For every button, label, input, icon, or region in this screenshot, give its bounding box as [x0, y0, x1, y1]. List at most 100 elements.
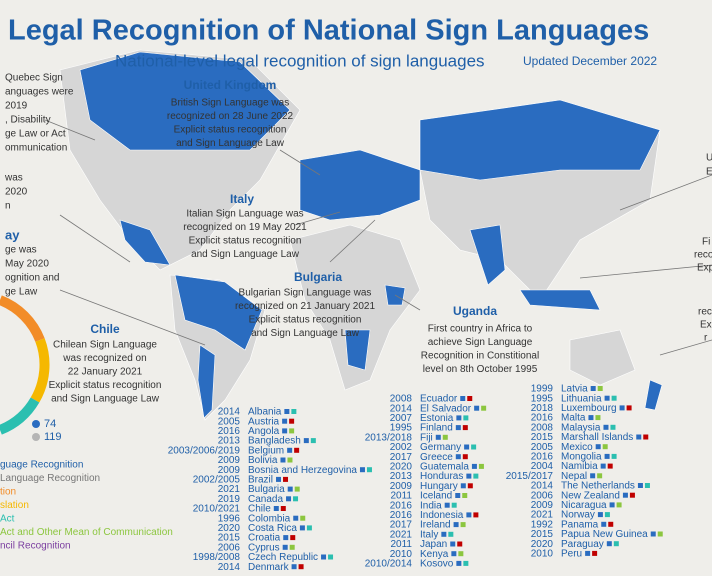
status-square	[448, 531, 454, 537]
country-year: 1999	[531, 384, 554, 395]
updated-note: Updated December 2022	[523, 54, 657, 68]
status-square	[450, 541, 456, 547]
country-name: Hungary	[420, 481, 458, 492]
status-square	[473, 473, 479, 479]
leader-line	[329, 219, 376, 263]
country-year: 2002/2005	[193, 475, 241, 486]
country-year: 2016	[390, 500, 413, 511]
country-year: 2011	[390, 491, 412, 502]
status-square	[458, 551, 464, 557]
status-square	[471, 444, 477, 450]
callout-text: Explicit status recognition	[49, 380, 162, 391]
country-name: Mexico	[561, 442, 593, 453]
status-square	[294, 486, 300, 492]
status-square	[441, 531, 447, 537]
callout-text: and Sign Language Law	[176, 138, 285, 149]
status-square	[321, 554, 327, 560]
country-year: 2006	[218, 542, 241, 553]
status-square	[606, 541, 612, 547]
status-square	[467, 396, 473, 401]
callout-text: and Sign Language Law	[51, 394, 160, 405]
leader-line	[279, 149, 321, 176]
country-year: 1998/2008	[193, 552, 241, 563]
cropped-text: ay	[5, 227, 20, 242]
country-name: New Zealand	[561, 490, 620, 501]
callout-text: was recognized on	[62, 353, 146, 364]
country-name: Paraguay	[561, 539, 604, 550]
status-square	[282, 418, 288, 424]
country-name: Belgium	[248, 445, 284, 456]
status-square	[283, 535, 289, 541]
status-square	[597, 386, 603, 391]
country-name: Japan	[420, 539, 447, 550]
country-year: 2013	[390, 471, 413, 482]
status-square	[298, 564, 304, 570]
leader-line	[659, 339, 712, 356]
status-square	[636, 434, 642, 440]
status-square	[280, 506, 286, 511]
country-name: Finland	[420, 423, 453, 434]
status-square	[602, 444, 608, 450]
status-square	[456, 415, 462, 421]
country-year: 2010/2014	[365, 559, 413, 570]
country-name: Angola	[248, 426, 280, 437]
callout-text: recognized on 21 January 2021	[235, 301, 376, 312]
status-square	[592, 550, 598, 556]
callout-text: Explicit status recognition	[189, 236, 302, 247]
country-name: Guatemala	[420, 462, 469, 473]
country-year: 2010	[390, 549, 413, 560]
country-year: 2007	[390, 413, 413, 424]
canada	[79, 51, 291, 151]
status-square	[455, 425, 461, 431]
callout-heading: Italy	[230, 192, 254, 206]
status-square	[290, 535, 296, 541]
new-zealand	[644, 379, 663, 411]
callout-text: Italian Sign Language was	[186, 209, 303, 220]
country-name: Kosovo	[420, 559, 454, 570]
leader-line	[294, 211, 341, 226]
country-year: 1995	[531, 393, 554, 404]
status-square	[601, 521, 607, 527]
status-square	[299, 525, 305, 531]
country-name: Greece	[420, 452, 453, 463]
status-square	[588, 415, 594, 421]
status-square	[650, 531, 656, 537]
country-year: 2021	[390, 529, 413, 540]
status-square	[603, 424, 609, 430]
europe	[299, 149, 421, 221]
russia	[419, 99, 661, 181]
status-square	[462, 454, 468, 460]
country-name: Czech Republic	[248, 552, 318, 563]
cropped-text: ge Law or Act	[5, 129, 66, 140]
country-year: 2008	[531, 422, 554, 433]
status-square	[613, 541, 619, 547]
country-name: Latvia	[561, 384, 588, 395]
country-name: Costa Rica	[248, 523, 297, 534]
cropped-text: ge Law	[5, 287, 38, 298]
country-name: Marshall Islands	[561, 432, 633, 443]
country-name: Bangladesh	[248, 436, 301, 447]
callout-text: Chilean Sign Language	[53, 340, 157, 351]
country-name: Bulgaria	[248, 484, 285, 495]
donut-arc	[0, 397, 40, 435]
country-name: Fiji	[420, 432, 433, 443]
legend-item: Act and Other Mean of Communication	[0, 527, 173, 538]
india	[469, 224, 506, 286]
callout-heading: Uganda	[453, 304, 497, 318]
status-square	[643, 434, 649, 440]
southern-africa	[344, 329, 371, 371]
subtitle: National-level legal recognition of sign…	[115, 51, 485, 70]
country-name: Estonia	[420, 413, 454, 424]
country-name: Italy	[420, 529, 438, 540]
status-square	[300, 515, 306, 521]
status-square	[473, 512, 479, 518]
status-square	[289, 428, 295, 434]
status-square	[600, 463, 606, 469]
country-year: 2016	[218, 426, 241, 437]
callout-text: recognized on 28 June 2022	[167, 111, 294, 122]
africa	[289, 224, 421, 391]
status-square	[282, 544, 288, 550]
country-year: 2013/2018	[365, 432, 413, 443]
country-year: 2020	[390, 462, 413, 473]
